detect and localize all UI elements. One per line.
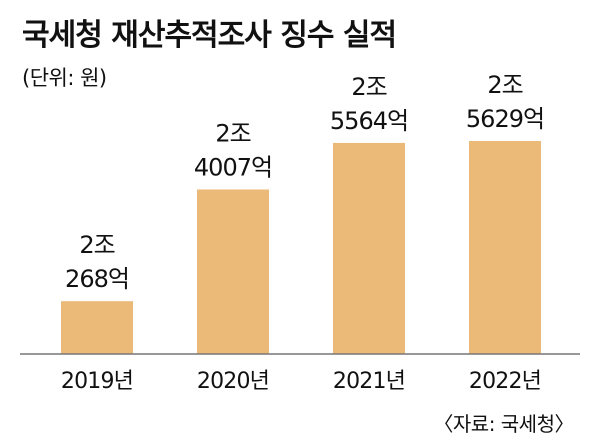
data-label: 5564억 (330, 107, 408, 135)
data-label: 2조 (215, 119, 250, 147)
bar-2022년 (469, 141, 541, 354)
bar-2019년 (61, 301, 133, 354)
data-label: 2조 (79, 231, 114, 259)
data-label: 5629억 (466, 105, 544, 133)
data-label: 4007억 (194, 153, 272, 181)
data-label: 2조 (487, 71, 522, 99)
bar-2021년 (333, 142, 405, 354)
x-tick-label: 2021년 (333, 369, 405, 394)
x-tick-label: 2019년 (61, 369, 133, 394)
data-label: 2조 (351, 73, 386, 101)
data-label: 268억 (65, 265, 129, 293)
unit-label: (단위: 원) (22, 66, 107, 90)
source-note: 〈자료: 국세청〉 (433, 412, 574, 436)
x-tick-label: 2020년 (197, 369, 269, 394)
bar-2020년 (197, 189, 269, 354)
chart-title: 국세청 재산추적조사 징수 실적 (22, 18, 397, 53)
x-tick-label: 2022년 (469, 369, 541, 394)
